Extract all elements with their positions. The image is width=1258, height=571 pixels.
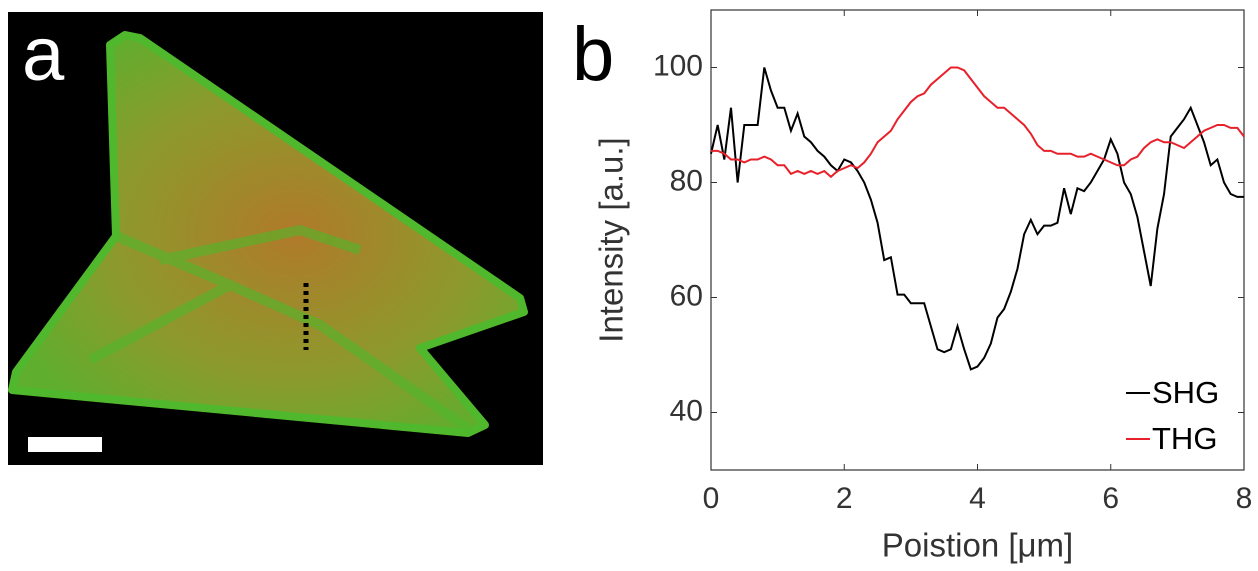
y-tick-label: 40 [670, 394, 703, 427]
y-tick-label: 80 [670, 164, 703, 197]
x-tick-label: 2 [836, 482, 853, 515]
x-tick-label: 6 [1102, 482, 1119, 515]
scale-bar [28, 437, 102, 452]
x-tick-label: 8 [1236, 482, 1253, 515]
y-tick-label: 100 [653, 49, 703, 82]
y-axis-label: Intensity [a.u.] [593, 137, 630, 342]
chart: 0 2 4 6 8 40 60 80 100 Poistion [μm] Intensity [a.… [593, 9, 1253, 564]
x-axis-label: Poistion [μm] [882, 527, 1073, 564]
series-line [710, 67, 1244, 371]
y-tick-label: 60 [670, 279, 703, 312]
fold-lines [87, 224, 473, 435]
legend-label: THG [1152, 421, 1217, 456]
micrograph: a [8, 12, 543, 465]
x-tick-label: 0 [703, 482, 720, 515]
panel-label: b [572, 12, 614, 97]
series-line [711, 66, 1245, 179]
legend-label: SHG [1152, 375, 1219, 410]
panel-label: a [22, 12, 65, 97]
x-tick-label: 4 [969, 482, 986, 515]
